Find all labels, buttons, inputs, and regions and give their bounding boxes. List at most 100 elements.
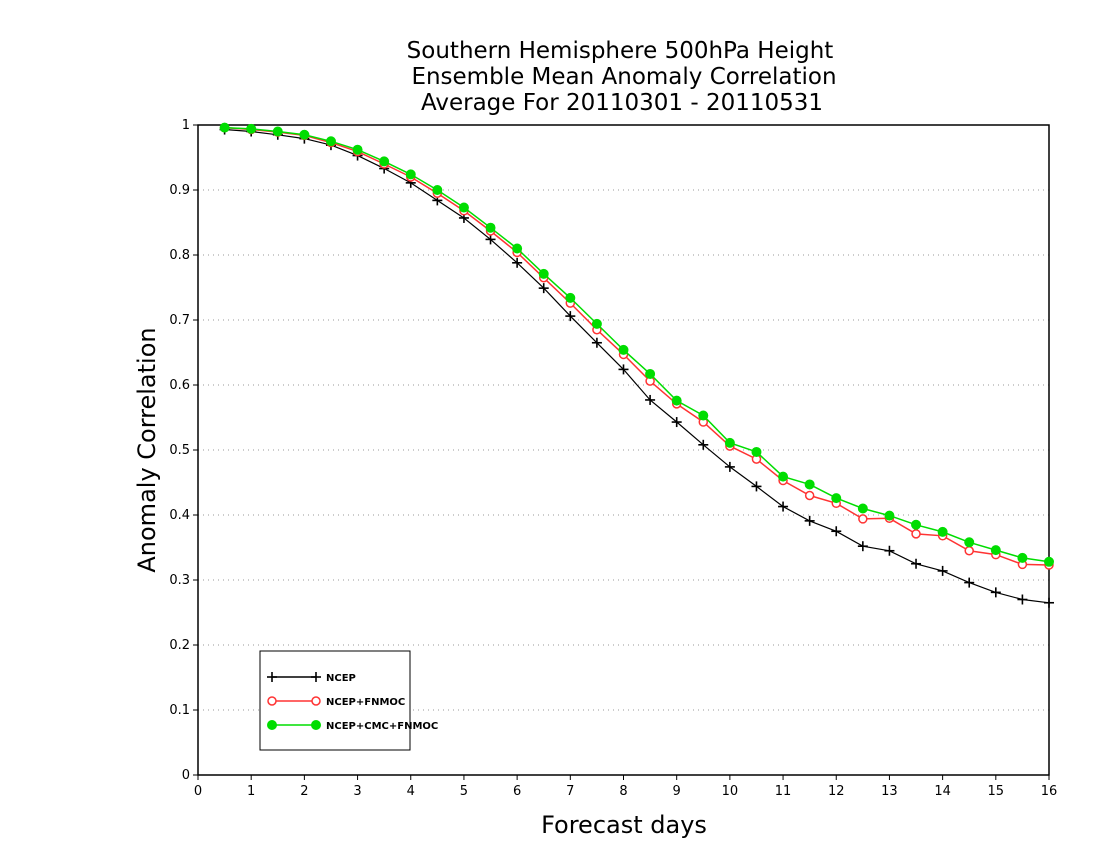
data-point bbox=[618, 344, 629, 355]
x-tick-label: 2 bbox=[300, 784, 308, 799]
data-point bbox=[538, 283, 549, 294]
data-point bbox=[911, 529, 921, 539]
x-tick-label: 6 bbox=[513, 784, 521, 799]
x-tick-label: 15 bbox=[988, 784, 1005, 799]
data-point bbox=[884, 545, 895, 556]
data-point bbox=[804, 515, 815, 526]
data-point bbox=[751, 481, 762, 492]
data-point bbox=[311, 672, 321, 682]
data-point bbox=[1017, 594, 1028, 605]
data-point bbox=[857, 503, 868, 514]
data-point bbox=[1044, 556, 1054, 567]
x-tick-label: 9 bbox=[673, 784, 681, 799]
data-point bbox=[299, 129, 310, 140]
data-point bbox=[267, 696, 277, 706]
legend-entry: NCEP+FNMOC bbox=[267, 696, 405, 708]
data-point bbox=[858, 514, 868, 524]
data-point bbox=[831, 493, 842, 504]
data-point bbox=[964, 577, 975, 588]
data-point bbox=[698, 439, 709, 450]
data-point bbox=[751, 446, 762, 457]
y-tick-label: 0.1 bbox=[169, 703, 190, 718]
data-point bbox=[432, 185, 443, 195]
data-point bbox=[964, 537, 975, 548]
y-tick-label: 0.8 bbox=[169, 248, 190, 263]
data-point bbox=[1044, 597, 1054, 608]
data-point bbox=[804, 479, 815, 490]
legend-entry: NCEP bbox=[267, 672, 356, 684]
x-tick-label: 11 bbox=[775, 784, 792, 799]
data-point bbox=[645, 394, 656, 405]
data-point bbox=[618, 364, 629, 375]
x-tick-label: 1 bbox=[247, 784, 255, 799]
data-point bbox=[831, 526, 842, 537]
data-point bbox=[990, 587, 1001, 598]
data-point bbox=[857, 541, 868, 552]
y-tick-label: 0.5 bbox=[169, 443, 190, 458]
x-tick-label: 8 bbox=[619, 784, 627, 799]
series-line bbox=[224, 128, 1050, 604]
x-tick-label: 0 bbox=[194, 784, 202, 799]
data-point bbox=[964, 546, 974, 556]
data-point bbox=[1017, 552, 1028, 563]
data-point bbox=[645, 368, 656, 379]
y-tick-label: 0 bbox=[182, 768, 190, 783]
y-tick-label: 0.9 bbox=[169, 183, 190, 198]
axis-ticks: 00.10.20.30.40.50.60.70.80.910 1 2 3 4 5 6 7 8 9 1… bbox=[169, 118, 1057, 799]
data-point bbox=[311, 720, 321, 730]
legend-label: NCEP bbox=[326, 673, 356, 684]
x-axis-label: Forecast days bbox=[541, 811, 707, 839]
x-tick-label: 10 bbox=[722, 784, 739, 799]
data-point bbox=[246, 123, 257, 134]
title-line-2: Ensemble Mean Anomaly Correlation bbox=[411, 64, 836, 90]
x-tick-label: 12 bbox=[828, 784, 845, 799]
legend-label: NCEP+FNMOC bbox=[326, 697, 405, 708]
y-tick-label: 0.4 bbox=[169, 508, 190, 523]
x-tick-label: 16 bbox=[1041, 784, 1058, 799]
y-tick-label: 0.2 bbox=[169, 638, 190, 653]
y-axis-label: Anomaly Correlation bbox=[133, 327, 161, 572]
x-tick-label: 4 bbox=[407, 784, 415, 799]
data-point bbox=[565, 311, 576, 322]
data-point bbox=[405, 169, 416, 180]
y-tick-label: 0.6 bbox=[169, 378, 190, 393]
data-point bbox=[591, 318, 602, 329]
data-point bbox=[591, 337, 602, 348]
data-point bbox=[911, 558, 922, 569]
data-point bbox=[512, 243, 523, 254]
data-point bbox=[311, 696, 321, 706]
title-line-3: Average For 20110301 - 20110531 bbox=[421, 90, 823, 116]
data-series bbox=[219, 122, 1054, 608]
data-point bbox=[671, 395, 682, 406]
y-tick-label: 0.7 bbox=[169, 313, 190, 328]
data-point bbox=[778, 471, 789, 482]
data-point bbox=[724, 437, 735, 448]
legend: NCEP NCEP+FNMOC NCEP+CMC+FNMOC bbox=[259, 650, 438, 751]
data-point bbox=[485, 234, 496, 245]
data-point bbox=[698, 410, 709, 421]
data-point bbox=[267, 720, 277, 730]
y-tick-label: 1 bbox=[182, 118, 190, 133]
data-point bbox=[219, 122, 230, 133]
legend-entry: NCEP+CMC+FNMOC bbox=[267, 720, 438, 732]
data-point bbox=[272, 126, 283, 137]
data-point bbox=[911, 519, 922, 530]
data-point bbox=[565, 292, 576, 303]
x-tick-label: 5 bbox=[460, 784, 468, 799]
data-point bbox=[267, 672, 277, 682]
data-point bbox=[485, 222, 496, 233]
chart-title: Southern Hemisphere 500hPa Height Ensemb… bbox=[407, 38, 837, 116]
x-tick-label: 7 bbox=[566, 784, 574, 799]
data-point bbox=[671, 417, 682, 428]
data-point bbox=[804, 490, 815, 501]
series-ncep-cmc-fnmoc bbox=[219, 122, 1054, 567]
x-tick-label: 13 bbox=[881, 784, 898, 799]
data-point bbox=[937, 526, 948, 537]
data-point bbox=[884, 510, 895, 521]
data-point bbox=[352, 144, 363, 155]
data-point bbox=[778, 501, 789, 512]
data-point bbox=[325, 136, 336, 147]
data-point bbox=[538, 268, 549, 279]
series-line bbox=[224, 126, 1050, 563]
